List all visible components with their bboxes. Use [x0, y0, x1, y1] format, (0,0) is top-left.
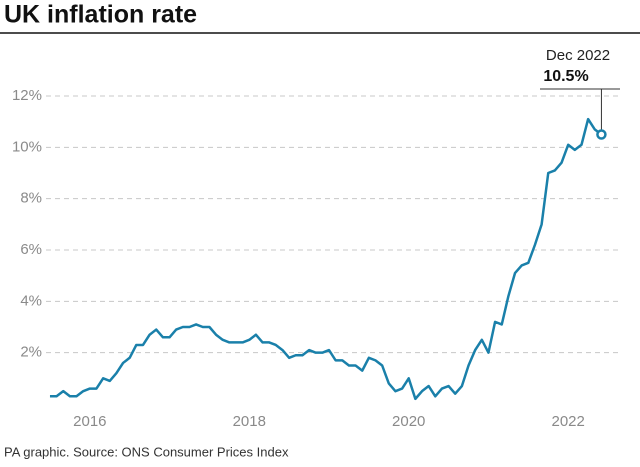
x-tick-label: 2018 — [233, 413, 266, 430]
x-tick-label: 2022 — [551, 413, 584, 430]
annotation-value: 10.5% — [543, 68, 588, 85]
y-tick-label: 6% — [20, 241, 42, 258]
line — [49, 117, 603, 401]
annotation-date: Dec 2022 — [546, 47, 610, 64]
y-tick-label: 2% — [20, 344, 42, 361]
last-point — [596, 129, 607, 140]
y-tick-label: 8% — [20, 190, 42, 207]
y-tick-label: 10% — [12, 138, 42, 155]
x-tick-label: 2016 — [73, 413, 106, 430]
y-tick-label: 4% — [20, 292, 42, 309]
y-tick-label: 12% — [12, 87, 42, 104]
source: PA graphic. Source: ONS Consumer Prices … — [4, 444, 289, 459]
chart-title: UK inflation rate — [4, 1, 197, 29]
x-tick-label: 2020 — [392, 413, 425, 430]
